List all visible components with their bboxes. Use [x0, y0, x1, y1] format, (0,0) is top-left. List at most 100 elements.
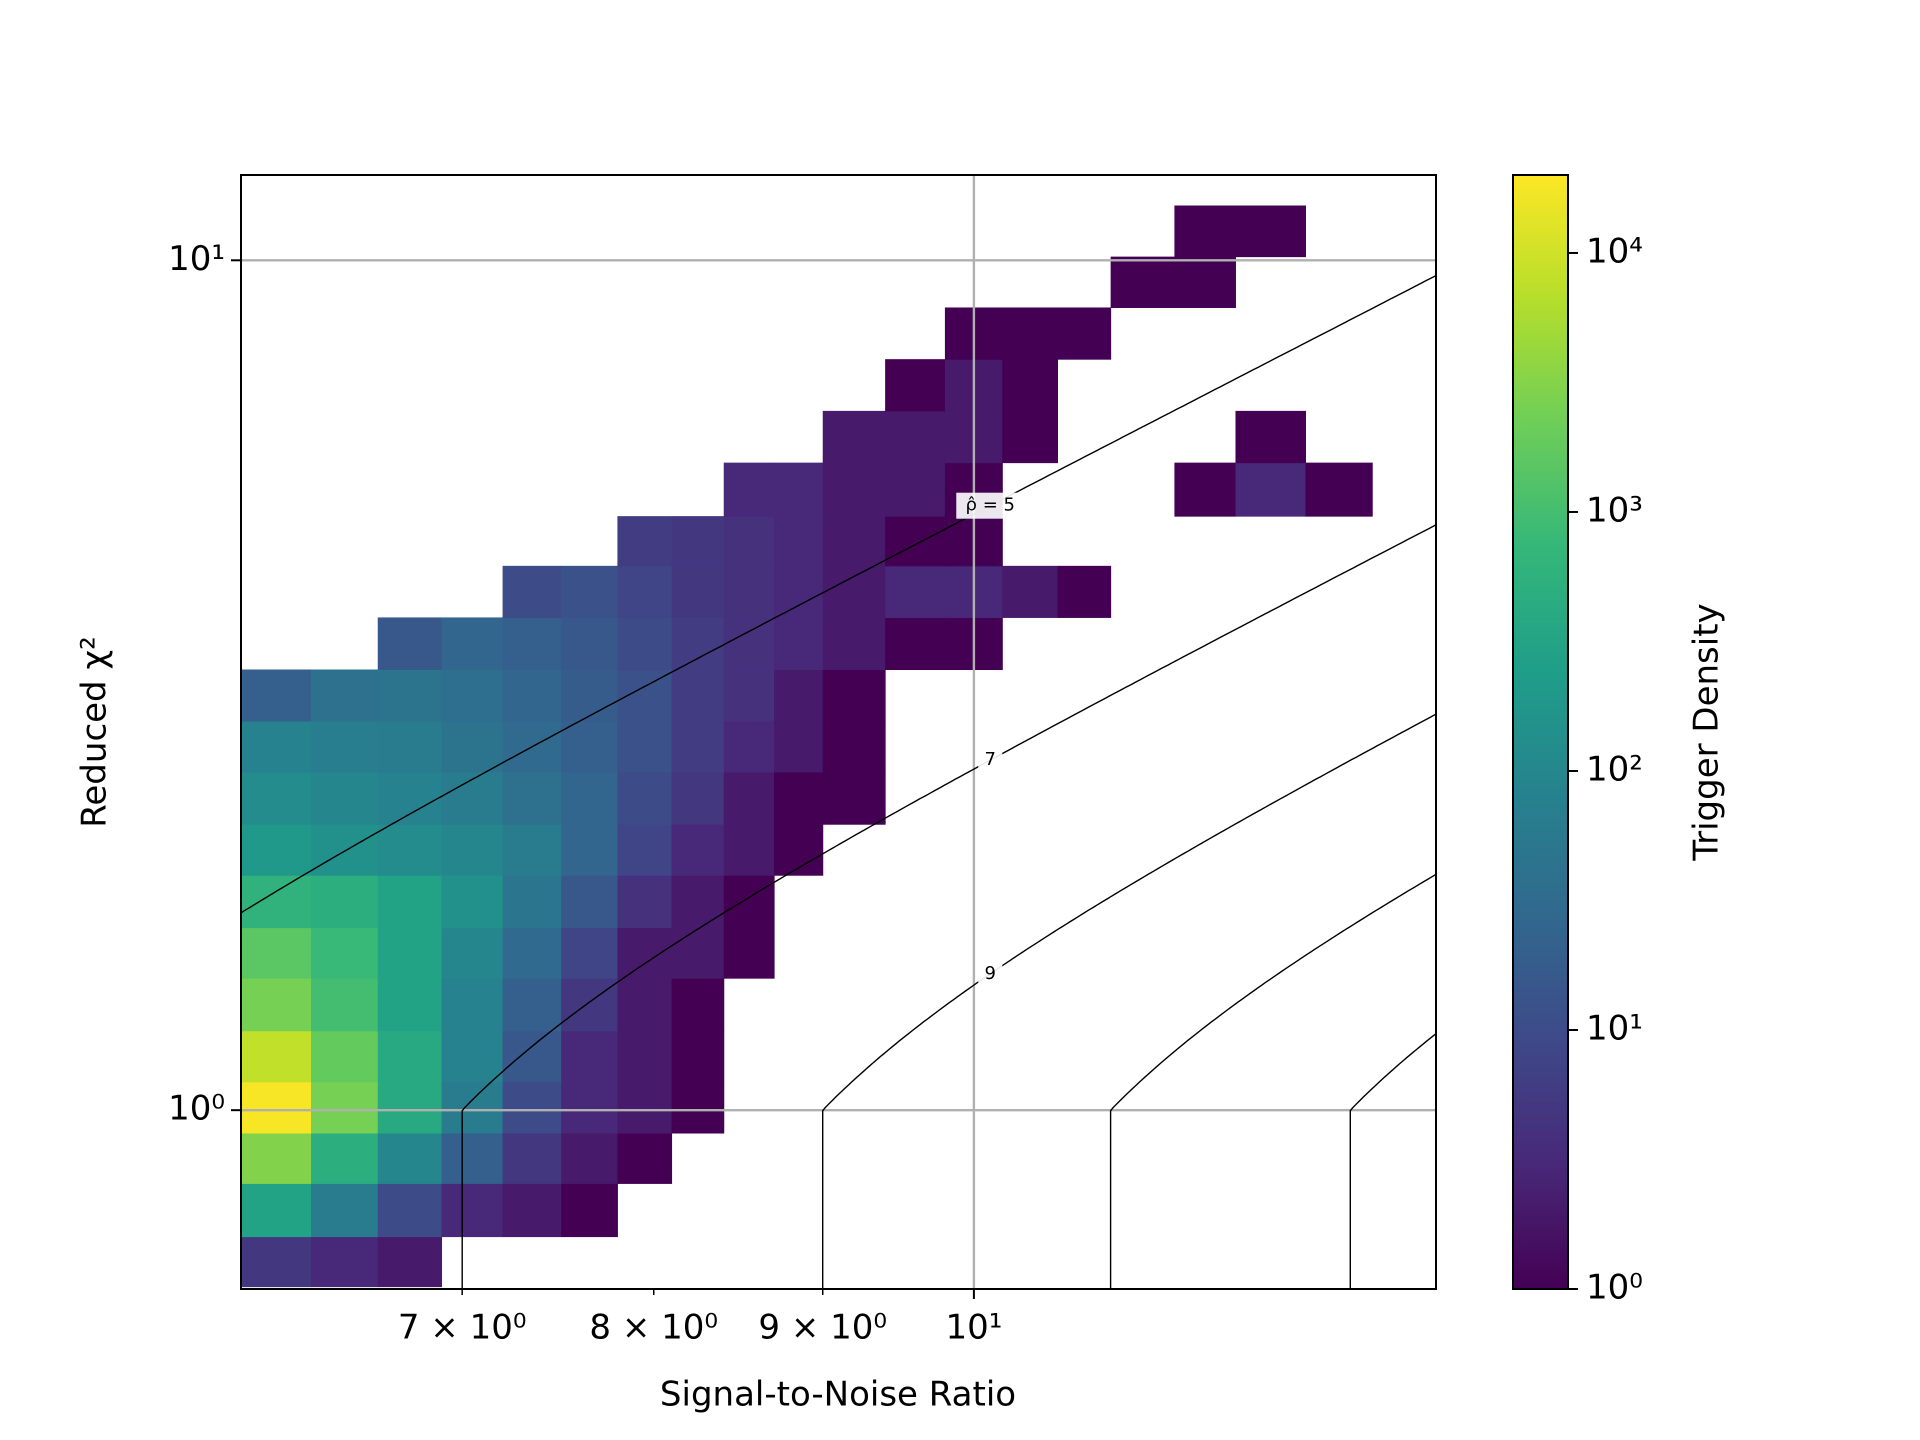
- density-cell: [617, 875, 673, 929]
- density-cell: [1305, 462, 1373, 517]
- density-cell: [502, 669, 562, 722]
- density-layer: [241, 205, 1373, 1288]
- density-cell: [502, 875, 562, 929]
- colorbar-label: Trigger Density: [1687, 603, 1727, 861]
- density-cell: [774, 617, 824, 671]
- density-cell: [561, 721, 618, 773]
- density-cell: [617, 1081, 673, 1134]
- density-cell: [774, 721, 824, 773]
- contour-label: 7: [985, 749, 996, 770]
- density-cell: [311, 1133, 379, 1184]
- y-tick-label: 10¹: [168, 239, 225, 279]
- density-cell: [241, 721, 312, 773]
- density-cell: [1002, 410, 1058, 464]
- density-cell: [885, 410, 946, 464]
- density-cell: [241, 669, 312, 722]
- density-cell: [561, 978, 618, 1032]
- density-cell: [671, 978, 725, 1032]
- density-cell: [561, 669, 618, 722]
- density-cell: [1057, 307, 1112, 360]
- density-cell: [822, 462, 886, 517]
- density-cell: [561, 927, 618, 979]
- contour-line: [1349, 1032, 1436, 1289]
- density-cell: [885, 359, 946, 412]
- density-cell: [377, 669, 443, 722]
- contour-label-bg: [978, 747, 1003, 774]
- density-cell: [671, 669, 725, 722]
- density-cell: [311, 824, 379, 876]
- density-cell: [617, 516, 673, 567]
- density-cell: [241, 1236, 312, 1288]
- density-cell: [617, 1133, 673, 1184]
- density-cell: [1174, 462, 1236, 517]
- density-cell: [1235, 410, 1306, 464]
- density-cell: [822, 721, 886, 773]
- density-cell: [502, 1081, 562, 1134]
- density-cell: [885, 516, 946, 567]
- density-cell: [441, 824, 504, 876]
- x-tick-label: 7 × 10⁰: [398, 1308, 527, 1348]
- density-cell: [723, 516, 775, 567]
- density-cell: [1235, 462, 1306, 517]
- density-cell: [561, 565, 618, 618]
- density-cell: [671, 927, 725, 979]
- density-cell: [723, 771, 775, 825]
- density-cell: [241, 1081, 312, 1134]
- colorbar: [1512, 174, 1569, 1290]
- density-cell: [617, 771, 673, 825]
- density-cell: [617, 565, 673, 618]
- density-cell: [561, 617, 618, 671]
- density-cell: [377, 824, 443, 876]
- density-cell: [774, 669, 824, 722]
- density-cell: [723, 617, 775, 671]
- x-tick-label: 9 × 10⁰: [758, 1308, 887, 1348]
- density-cell: [441, 1030, 504, 1083]
- density-cell: [241, 978, 312, 1032]
- grid-layer: [241, 175, 1436, 1289]
- density-cell: [311, 978, 379, 1032]
- density-cell: [241, 1133, 312, 1184]
- x-tick-label: 10¹: [945, 1308, 1002, 1348]
- density-cell: [774, 565, 824, 618]
- density-cell: [241, 1030, 312, 1083]
- density-cell: [502, 565, 562, 618]
- density-cell: [671, 824, 725, 876]
- density-cell: [617, 721, 673, 773]
- density-cell: [561, 1030, 618, 1083]
- density-cell: [885, 462, 946, 517]
- density-cell: [671, 771, 725, 825]
- density-cell: [502, 978, 562, 1032]
- density-cell: [723, 927, 775, 979]
- density-cell: [377, 1236, 443, 1288]
- density-cell: [671, 1081, 725, 1134]
- density-cell: [822, 669, 886, 722]
- density-cell: [441, 721, 504, 773]
- density-cell: [617, 927, 673, 979]
- density-cell: [241, 771, 312, 825]
- density-cell: [241, 1183, 312, 1238]
- x-axis-label: Signal-to-Noise Ratio: [660, 1375, 1016, 1415]
- density-cell: [441, 875, 504, 929]
- density-cell: [441, 1081, 504, 1134]
- contour-line: [822, 713, 1436, 1289]
- density-cell: [561, 875, 618, 929]
- density-cell: [377, 617, 443, 671]
- density-cell: [617, 617, 673, 671]
- density-cell: [822, 617, 886, 671]
- density-cell: [723, 721, 775, 773]
- density-cell: [441, 617, 504, 671]
- density-cell: [671, 721, 725, 773]
- density-cell: [723, 824, 775, 876]
- colorbar-tick-label: 10¹: [1586, 1008, 1643, 1048]
- y-tick-label: 10⁰: [168, 1089, 225, 1129]
- density-cell: [561, 771, 618, 825]
- density-cell: [822, 565, 886, 618]
- density-cell: [617, 1030, 673, 1083]
- density-cell: [885, 617, 946, 671]
- density-cell: [311, 1030, 379, 1083]
- density-cell: [723, 669, 775, 722]
- density-cell: [241, 875, 312, 929]
- density-cell: [561, 1081, 618, 1134]
- density-cell: [441, 927, 504, 979]
